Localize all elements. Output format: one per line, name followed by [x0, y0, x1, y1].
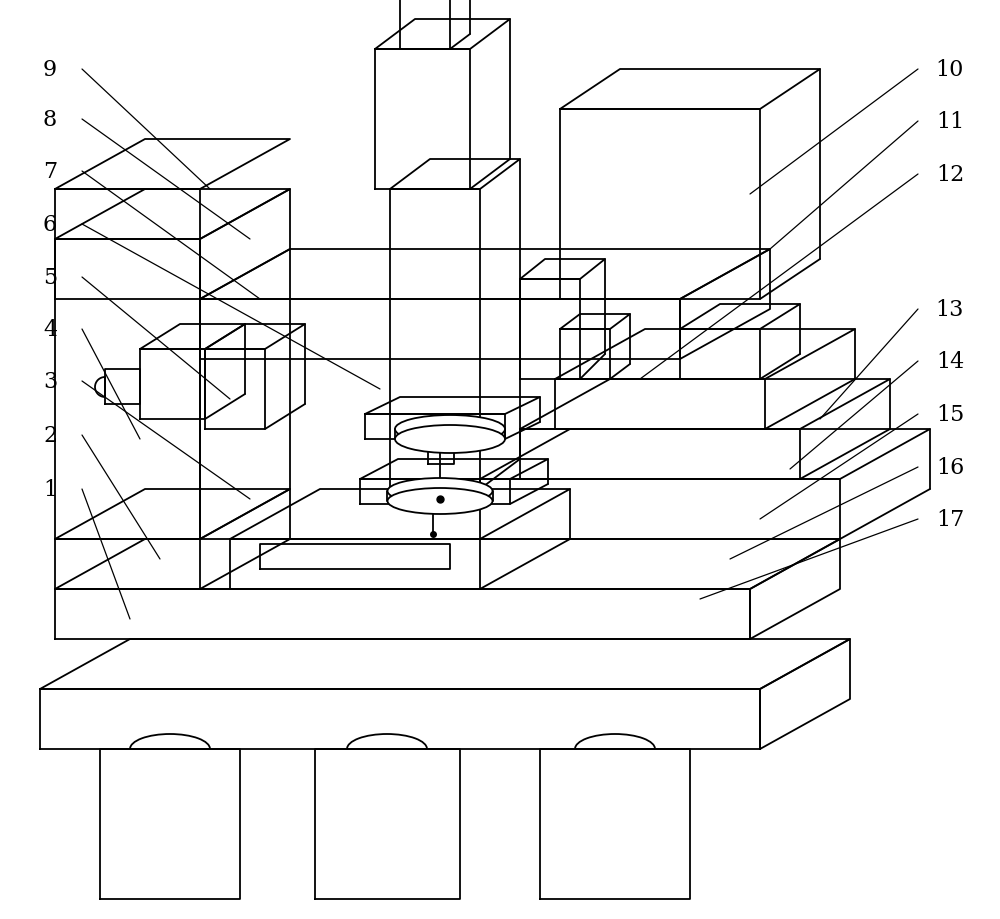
Ellipse shape	[395, 425, 505, 453]
Polygon shape	[205, 324, 305, 349]
Polygon shape	[230, 539, 480, 589]
Polygon shape	[520, 380, 890, 429]
Polygon shape	[750, 539, 840, 640]
Polygon shape	[428, 445, 454, 464]
Polygon shape	[520, 260, 605, 279]
Ellipse shape	[388, 489, 493, 515]
Polygon shape	[55, 539, 200, 589]
Text: 13: 13	[936, 299, 964, 321]
Ellipse shape	[388, 479, 493, 505]
Text: 15: 15	[936, 403, 964, 425]
Polygon shape	[105, 369, 140, 404]
Polygon shape	[55, 589, 750, 640]
Polygon shape	[55, 190, 200, 300]
Polygon shape	[680, 305, 800, 330]
Polygon shape	[230, 490, 570, 539]
Polygon shape	[390, 160, 520, 190]
Polygon shape	[140, 349, 205, 420]
Polygon shape	[375, 50, 470, 190]
Polygon shape	[55, 539, 840, 589]
Polygon shape	[55, 140, 290, 190]
Polygon shape	[760, 640, 850, 749]
Polygon shape	[100, 749, 240, 899]
Polygon shape	[260, 544, 450, 570]
Polygon shape	[555, 380, 765, 429]
Polygon shape	[680, 250, 770, 359]
Polygon shape	[315, 749, 460, 899]
Polygon shape	[200, 250, 770, 300]
Text: 8: 8	[43, 108, 57, 130]
Polygon shape	[40, 640, 850, 689]
Text: 17: 17	[936, 508, 964, 530]
Text: 6: 6	[43, 214, 57, 236]
Polygon shape	[365, 398, 540, 414]
Text: 2: 2	[43, 425, 57, 447]
Polygon shape	[140, 324, 245, 349]
Polygon shape	[365, 414, 505, 439]
Polygon shape	[360, 480, 510, 505]
Polygon shape	[680, 330, 760, 380]
Text: 11: 11	[936, 111, 964, 133]
Text: 16: 16	[936, 457, 964, 479]
Polygon shape	[200, 190, 290, 539]
Polygon shape	[520, 429, 800, 480]
Text: 12: 12	[936, 164, 964, 186]
Polygon shape	[555, 330, 855, 380]
Text: 14: 14	[936, 351, 964, 372]
Polygon shape	[55, 190, 290, 240]
Polygon shape	[205, 349, 265, 429]
Polygon shape	[200, 300, 680, 359]
Polygon shape	[480, 429, 930, 480]
Text: 9: 9	[43, 59, 57, 81]
Text: 4: 4	[43, 319, 57, 341]
Polygon shape	[400, 0, 450, 50]
Ellipse shape	[395, 415, 505, 444]
Text: 3: 3	[43, 370, 57, 392]
Polygon shape	[390, 190, 480, 490]
Polygon shape	[55, 240, 200, 539]
Polygon shape	[560, 314, 630, 330]
Text: 5: 5	[43, 267, 57, 289]
Polygon shape	[40, 689, 760, 749]
Polygon shape	[375, 20, 510, 50]
Polygon shape	[560, 110, 760, 300]
Polygon shape	[540, 749, 690, 899]
Text: 7: 7	[43, 161, 57, 183]
Polygon shape	[55, 490, 290, 539]
Polygon shape	[520, 279, 580, 380]
Text: 1: 1	[43, 479, 57, 501]
Text: 10: 10	[936, 59, 964, 81]
Polygon shape	[480, 480, 840, 539]
Polygon shape	[560, 330, 610, 380]
Polygon shape	[360, 460, 548, 480]
Polygon shape	[560, 70, 820, 110]
